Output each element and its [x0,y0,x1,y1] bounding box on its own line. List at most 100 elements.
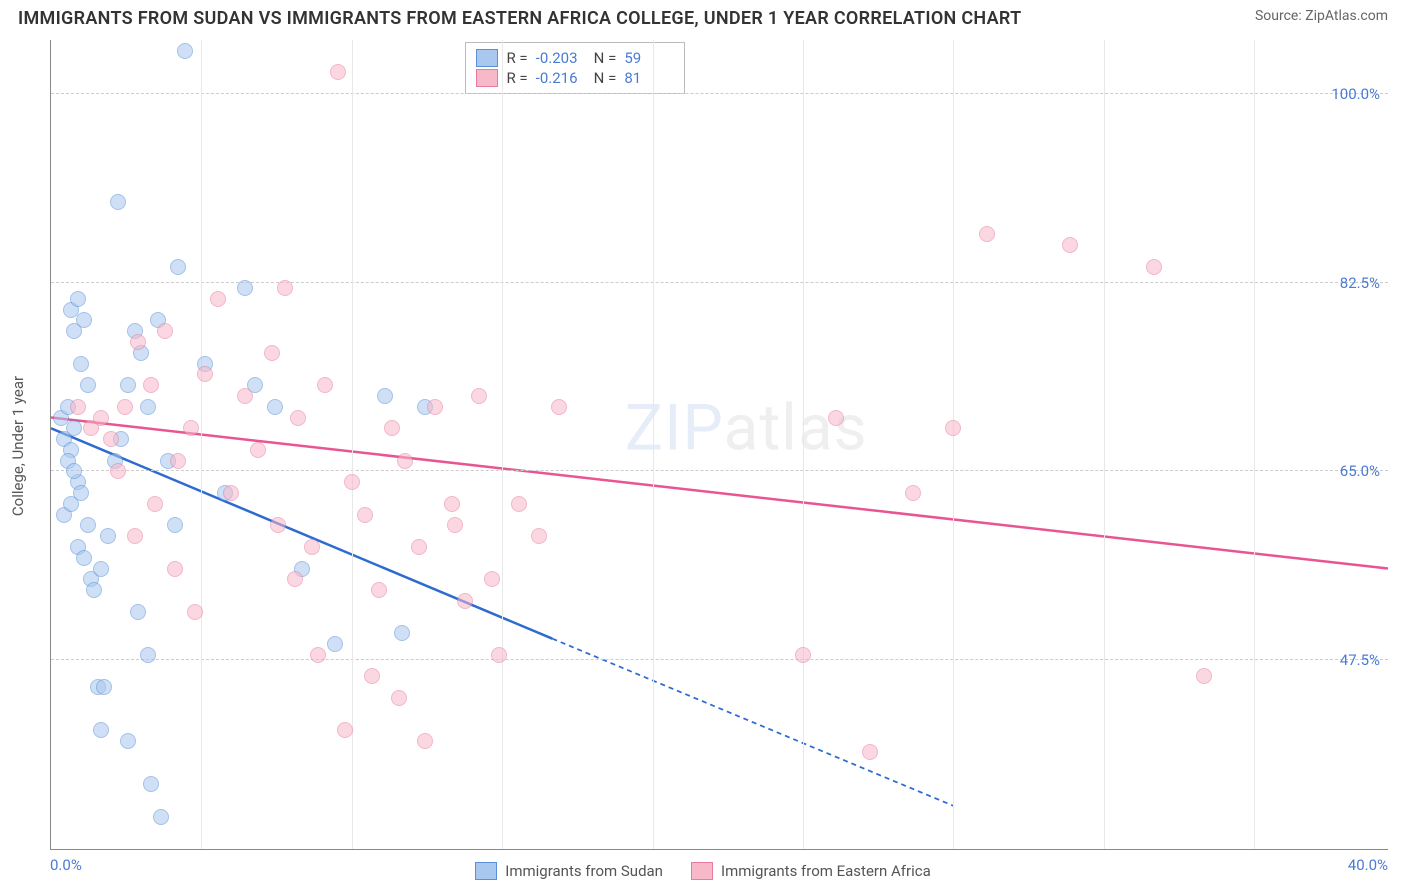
data-point [795,647,811,663]
gridline-h [51,282,1388,283]
swatch-eastern [476,69,498,87]
data-point [143,776,159,792]
n-label: N = [594,69,617,87]
data-point [93,561,109,577]
swatch-sudan [476,49,498,67]
n-label: N = [594,49,617,67]
r-label: R = [506,49,527,67]
watermark-atlas: atlas [724,391,868,466]
data-point [86,582,102,598]
data-point [76,550,92,566]
data-point [100,528,116,544]
data-point [317,377,333,393]
data-point [364,668,380,684]
data-point [143,377,159,393]
data-point [905,485,921,501]
data-point [140,647,156,663]
gridline-v [1104,40,1105,849]
data-point [828,410,844,426]
y-tick-label: 65.0% [1340,462,1380,480]
y-axis-label: College, Under 1 year [9,376,27,516]
plot-region: ZIPatlas R = -0.203 N = 59 R = -0.216 N … [50,40,1388,850]
data-point [237,388,253,404]
data-point [120,733,136,749]
y-tick-label: 100.0% [1331,85,1380,103]
r-value-eastern: -0.216 [536,69,586,87]
data-point [384,420,400,436]
data-point [167,561,183,577]
bottom-legend: Immigrants from Sudan Immigrants from Ea… [0,862,1406,880]
watermark-zip: ZIP [625,391,724,466]
data-point [287,571,303,587]
data-point [344,474,360,490]
data-point [304,539,320,555]
data-point [80,517,96,533]
data-point [394,625,410,641]
chart-title: IMMIGRANTS FROM SUDAN VS IMMIGRANTS FROM… [18,8,1021,29]
data-point [183,420,199,436]
data-point [197,366,213,382]
data-point [140,399,156,415]
legend-item-sudan: Immigrants from Sudan [475,862,663,880]
r-label: R = [506,69,527,87]
data-point [267,399,283,415]
data-point [427,399,443,415]
data-point [290,410,306,426]
legend-swatch-sudan [475,862,497,880]
data-point [157,323,173,339]
data-point [511,496,527,512]
data-point [73,356,89,372]
legend-label-sudan: Immigrants from Sudan [505,862,663,880]
gridline-v [653,40,654,849]
gridline-h [51,93,1388,94]
source-label: Source: ZipAtlas.com [1255,8,1388,24]
data-point [167,517,183,533]
gridline-h [51,470,1388,471]
data-point [76,312,92,328]
data-point [237,280,253,296]
data-point [187,604,203,620]
data-point [110,194,126,210]
data-point [270,517,286,533]
data-point [66,463,82,479]
data-point [250,442,266,458]
gridline-h [51,659,1388,660]
data-point [377,388,393,404]
data-point [371,582,387,598]
data-point [491,647,507,663]
gridline-v [803,40,804,849]
data-point [397,453,413,469]
data-point [120,377,136,393]
data-point [130,334,146,350]
data-point [73,485,89,501]
data-point [337,722,353,738]
gridline-v [201,40,202,849]
data-point [484,571,500,587]
data-point [210,291,226,307]
data-point [93,722,109,738]
data-point [264,345,280,361]
legend-swatch-eastern [691,862,713,880]
r-value-sudan: -0.203 [536,49,586,67]
data-point [170,259,186,275]
data-point [110,463,126,479]
data-point [93,410,109,426]
data-point [471,388,487,404]
stats-row-sudan: R = -0.203 N = 59 [476,49,674,67]
data-point [391,690,407,706]
data-point [153,809,169,825]
data-point [357,507,373,523]
data-point [310,647,326,663]
data-point [330,64,346,80]
data-point [444,496,460,512]
stats-row-eastern: R = -0.216 N = 81 [476,69,674,87]
data-point [177,43,193,59]
gridline-v [1254,40,1255,849]
data-point [170,453,186,469]
data-point [411,539,427,555]
legend-label-eastern: Immigrants from Eastern Africa [721,862,931,880]
y-tick-label: 82.5% [1340,274,1380,292]
gridline-v [502,40,503,849]
data-point [96,679,112,695]
data-point [1062,237,1078,253]
